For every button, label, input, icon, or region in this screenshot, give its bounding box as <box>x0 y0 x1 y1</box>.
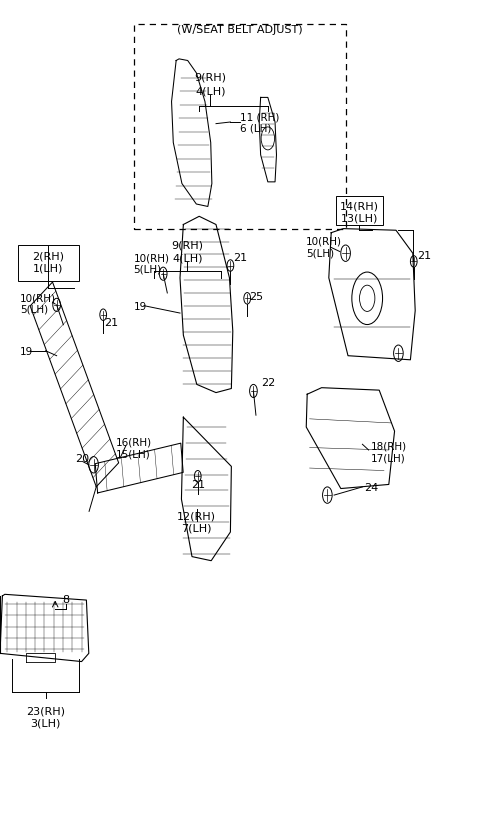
Text: 5(LH): 5(LH) <box>306 248 334 258</box>
Text: 21: 21 <box>417 251 431 260</box>
Text: 11 (RH): 11 (RH) <box>240 112 279 122</box>
Text: 8: 8 <box>63 595 70 604</box>
Bar <box>134 25 346 229</box>
Text: (W/SEAT BELT ADJUST): (W/SEAT BELT ADJUST) <box>177 25 303 34</box>
Text: 16(RH): 16(RH) <box>116 437 152 447</box>
Text: 4(LH): 4(LH) <box>172 253 203 263</box>
Text: 23(RH): 23(RH) <box>26 706 65 716</box>
Text: 19: 19 <box>20 346 34 356</box>
Text: 22: 22 <box>261 378 275 387</box>
Text: 10(RH): 10(RH) <box>20 293 56 303</box>
Text: 9(RH): 9(RH) <box>194 73 226 83</box>
Text: 21: 21 <box>104 318 119 328</box>
Text: 15(LH): 15(LH) <box>116 449 151 459</box>
Text: 10(RH): 10(RH) <box>306 237 342 247</box>
Text: 24: 24 <box>364 482 378 492</box>
Text: 12(RH): 12(RH) <box>177 511 216 521</box>
Text: 18(RH): 18(RH) <box>371 441 407 451</box>
Text: 5(LH): 5(LH) <box>133 265 162 274</box>
Text: 7(LH): 7(LH) <box>181 523 212 532</box>
Text: 9(RH): 9(RH) <box>171 241 203 251</box>
Text: 17(LH): 17(LH) <box>371 453 405 463</box>
Text: 21: 21 <box>191 480 205 490</box>
Text: 21: 21 <box>233 253 247 263</box>
Text: 10(RH): 10(RH) <box>133 253 169 263</box>
Text: 4(LH): 4(LH) <box>195 86 226 96</box>
Text: 20: 20 <box>75 454 90 464</box>
Text: 19: 19 <box>133 301 147 311</box>
Text: 13(LH): 13(LH) <box>340 213 378 223</box>
Text: 2(RH): 2(RH) <box>32 251 64 261</box>
Text: 6 (LH): 6 (LH) <box>240 124 271 133</box>
Text: 14(RH): 14(RH) <box>339 201 379 211</box>
Text: 3(LH): 3(LH) <box>30 717 61 727</box>
Text: 25: 25 <box>250 292 264 301</box>
Text: 1(LH): 1(LH) <box>33 263 63 273</box>
Text: 5(LH): 5(LH) <box>20 305 48 314</box>
